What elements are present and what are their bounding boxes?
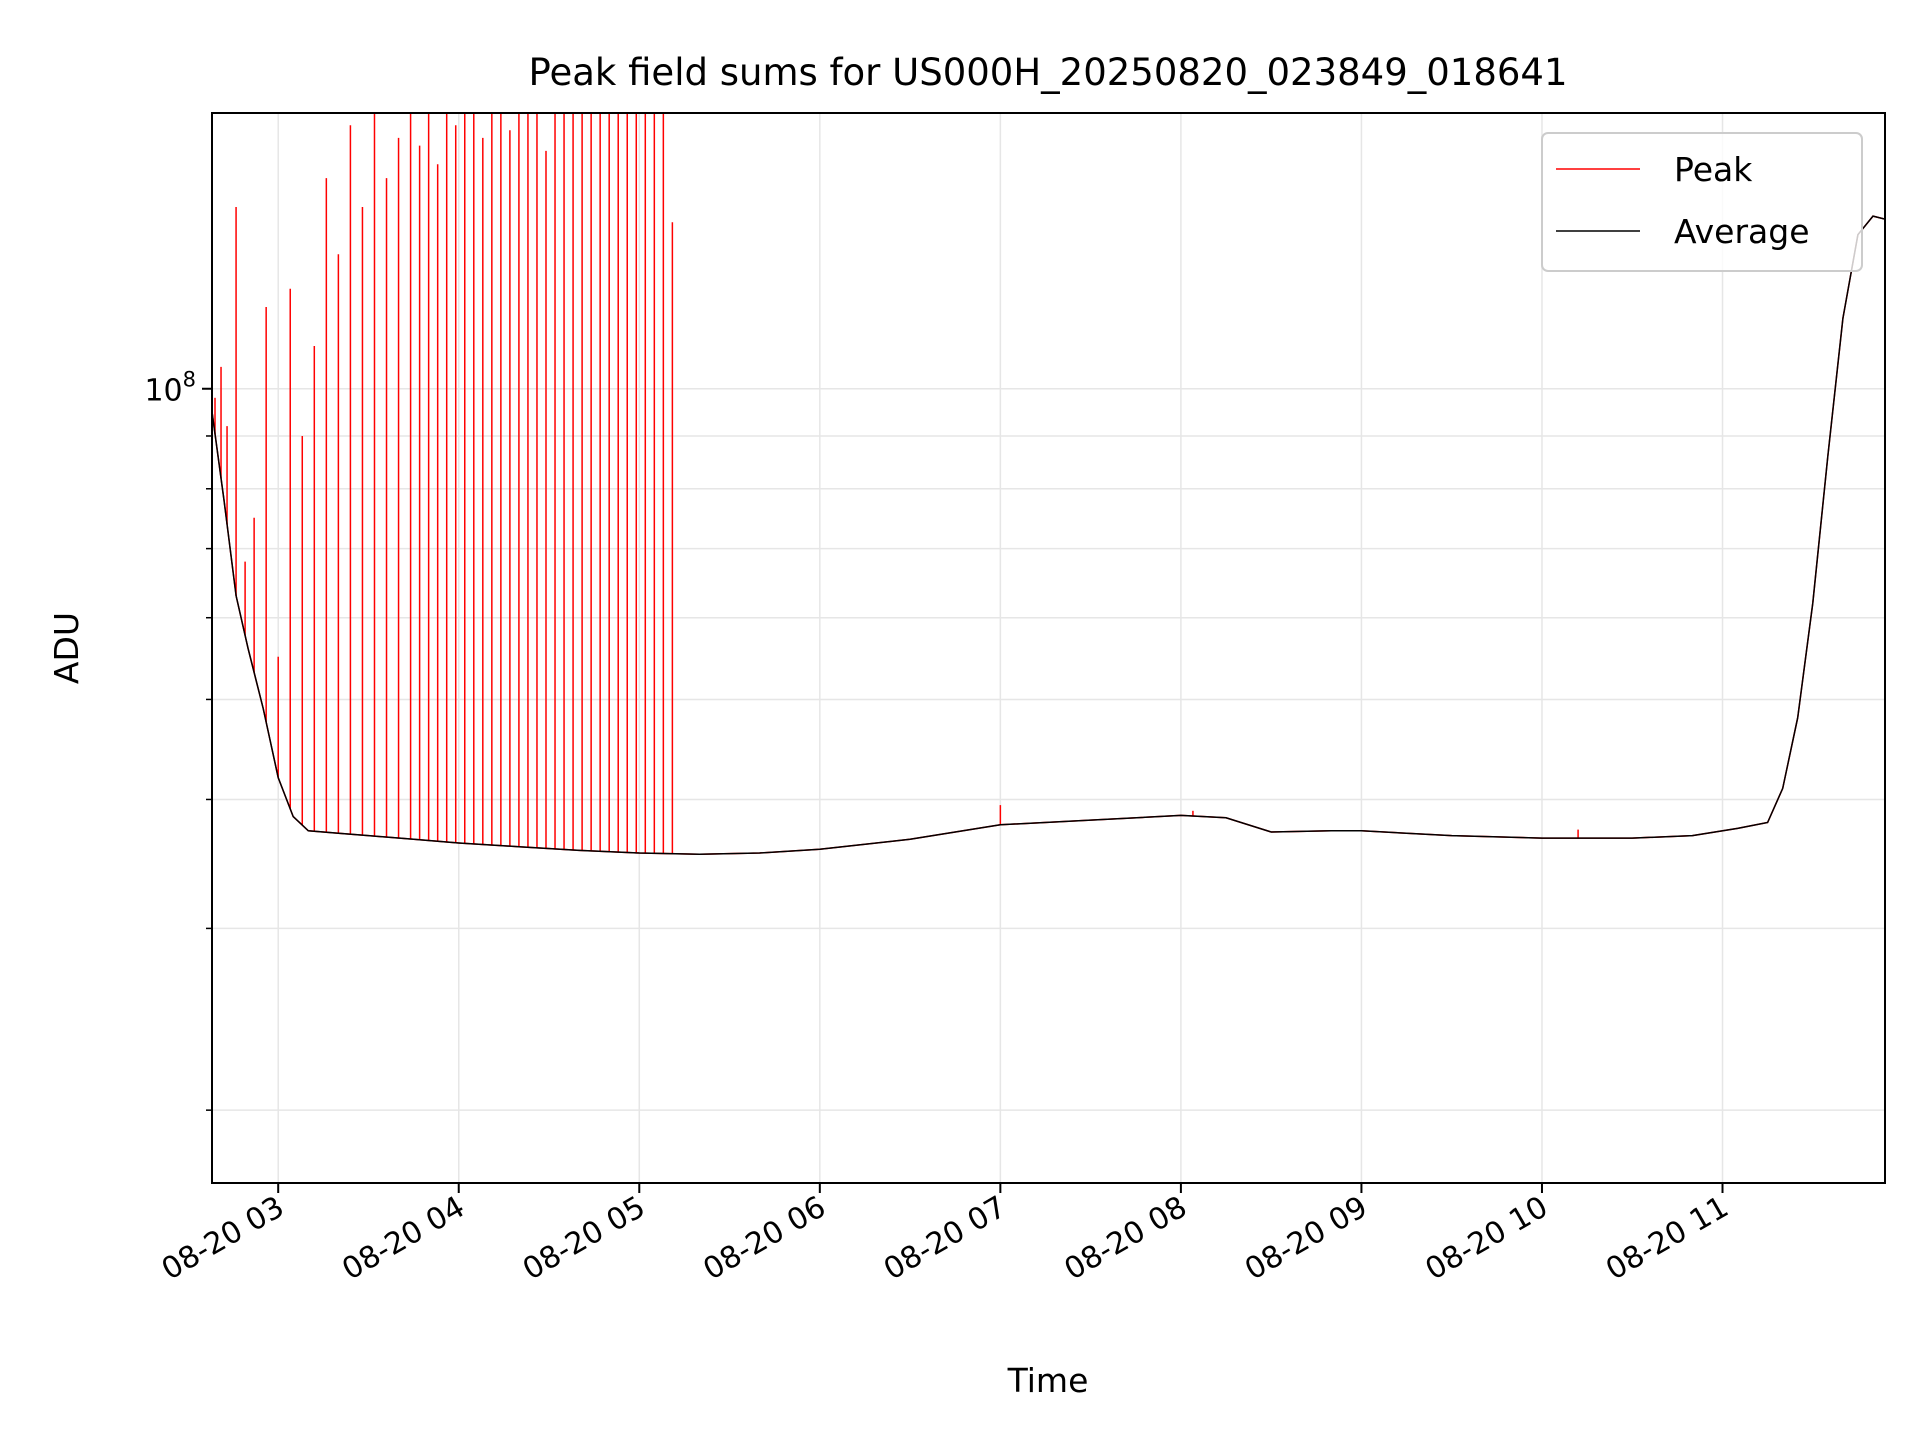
chart-title: Peak field sums for US000H_20250820_0238… bbox=[529, 51, 1568, 94]
legend-box bbox=[1541, 132, 1863, 272]
plot-frame bbox=[211, 112, 1886, 1184]
x-axis-label: Time bbox=[1007, 1361, 1089, 1400]
grid bbox=[212, 113, 1885, 1183]
series-layer bbox=[212, 113, 1885, 855]
legend: Peak Average bbox=[1541, 132, 1863, 272]
y-tick-label: 108 bbox=[144, 368, 196, 409]
series-line-average bbox=[212, 215, 1885, 855]
y-axis-label: ADU bbox=[47, 612, 86, 684]
legend-label-average: Average bbox=[1674, 212, 1810, 251]
legend-label-peak: Peak bbox=[1674, 150, 1753, 189]
